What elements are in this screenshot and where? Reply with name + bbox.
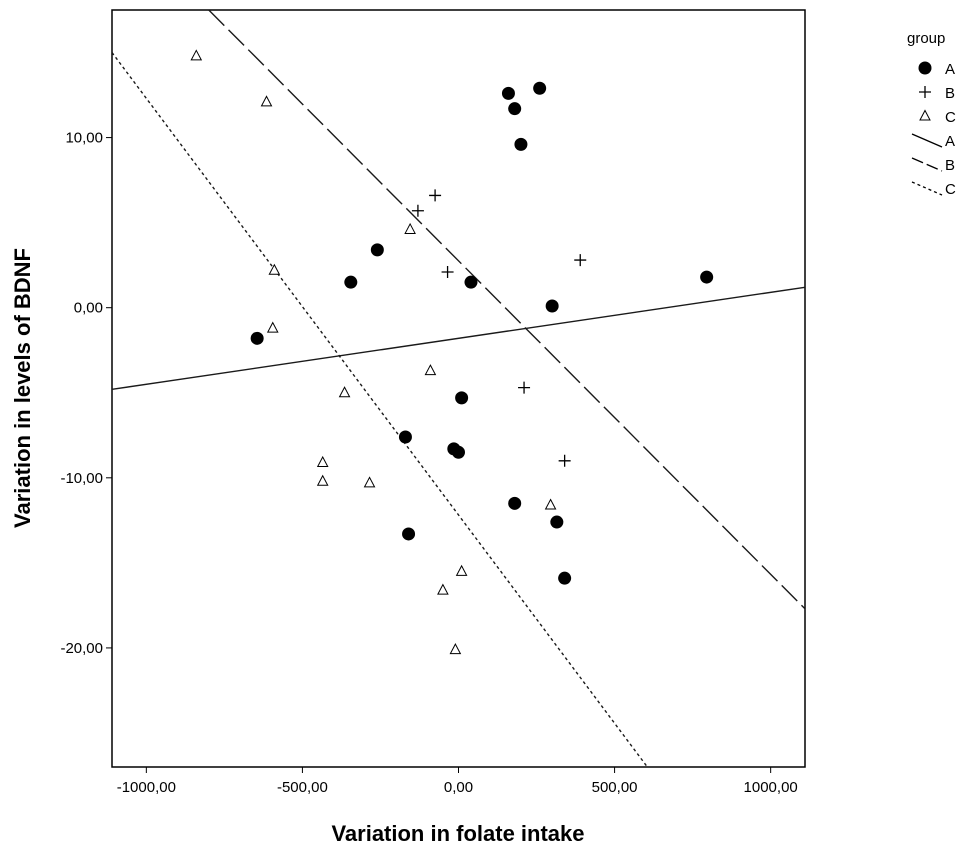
data-point-b	[411, 204, 424, 217]
data-point-c	[404, 222, 416, 234]
plot-area-frame	[111, 9, 806, 768]
data-point-a	[402, 527, 416, 541]
x-tick-label: 500,00	[592, 779, 638, 796]
data-point-c	[363, 476, 376, 488]
data-point-c	[455, 564, 468, 576]
data-point-a	[508, 102, 522, 116]
data-point-a	[344, 275, 358, 289]
data-point-a	[558, 571, 572, 585]
data-point-c	[190, 49, 203, 61]
x-tick-label: -1000,00	[117, 779, 176, 796]
data-point-a	[370, 243, 384, 257]
y-tick-label: 0,00	[74, 300, 103, 317]
data-points	[190, 49, 714, 655]
data-point-a	[545, 299, 559, 313]
data-point-b	[429, 189, 442, 202]
y-tick-label: -20,00	[60, 640, 103, 657]
x-axis-title: Variation in folate intake	[331, 821, 584, 846]
data-point-b	[558, 454, 571, 467]
legend-label: B	[945, 85, 955, 102]
data-point-a	[550, 515, 564, 529]
legend-symbol-dashed-line	[911, 157, 943, 172]
data-point-a	[250, 331, 264, 345]
data-point-a	[514, 137, 528, 151]
fit-line-a	[112, 286, 805, 391]
data-point-a	[533, 81, 547, 95]
data-point-c	[316, 474, 329, 486]
fit-lines	[112, 10, 805, 767]
x-tick-label: -500,00	[277, 779, 328, 796]
legend-label: C	[945, 109, 956, 126]
data-point-a	[464, 275, 478, 289]
data-point-a	[700, 270, 714, 284]
legend-symbol-open-triangle	[919, 109, 931, 121]
y-tick-label: 10,00	[65, 130, 103, 147]
data-point-c	[544, 498, 557, 510]
legend-title: group	[907, 30, 945, 47]
y-axis-title: Variation in levels of BDNF	[10, 248, 35, 528]
legend-label: A	[945, 61, 955, 78]
data-point-a	[455, 391, 469, 405]
x-tick-label: 0,00	[444, 779, 473, 796]
legend-label: A	[945, 133, 955, 150]
y-axis: -20,00 -10,00 0,00 10,00	[60, 130, 112, 657]
data-point-b	[441, 265, 454, 278]
legend-label: C	[945, 181, 956, 198]
legend-label: B	[945, 157, 955, 174]
legend-symbol-filled-circle	[918, 61, 932, 75]
data-point-a	[501, 86, 515, 100]
data-point-c	[316, 455, 329, 467]
x-tick-label: 1000,00	[744, 779, 798, 796]
data-point-c	[266, 321, 279, 333]
data-point-c	[437, 583, 449, 595]
data-point-a	[452, 445, 465, 459]
legend-symbol-plus	[919, 86, 931, 98]
data-point-c	[268, 263, 281, 275]
data-point-a	[398, 430, 412, 444]
legend-symbol-dotted-line	[911, 181, 943, 196]
data-point-b	[574, 254, 587, 267]
legend-symbol-solid-line	[911, 133, 943, 148]
fit-line-c	[112, 52, 648, 767]
data-point-c	[424, 364, 437, 376]
data-point-a	[508, 496, 522, 510]
data-point-c	[449, 643, 462, 655]
data-point-b	[518, 381, 531, 394]
x-axis: -1000,00 -500,00 0,00 500,00 1000,00	[117, 767, 798, 796]
y-tick-label: -10,00	[60, 470, 103, 487]
data-point-c	[260, 95, 273, 107]
fit-line-b	[208, 10, 805, 610]
data-point-c	[338, 386, 351, 398]
